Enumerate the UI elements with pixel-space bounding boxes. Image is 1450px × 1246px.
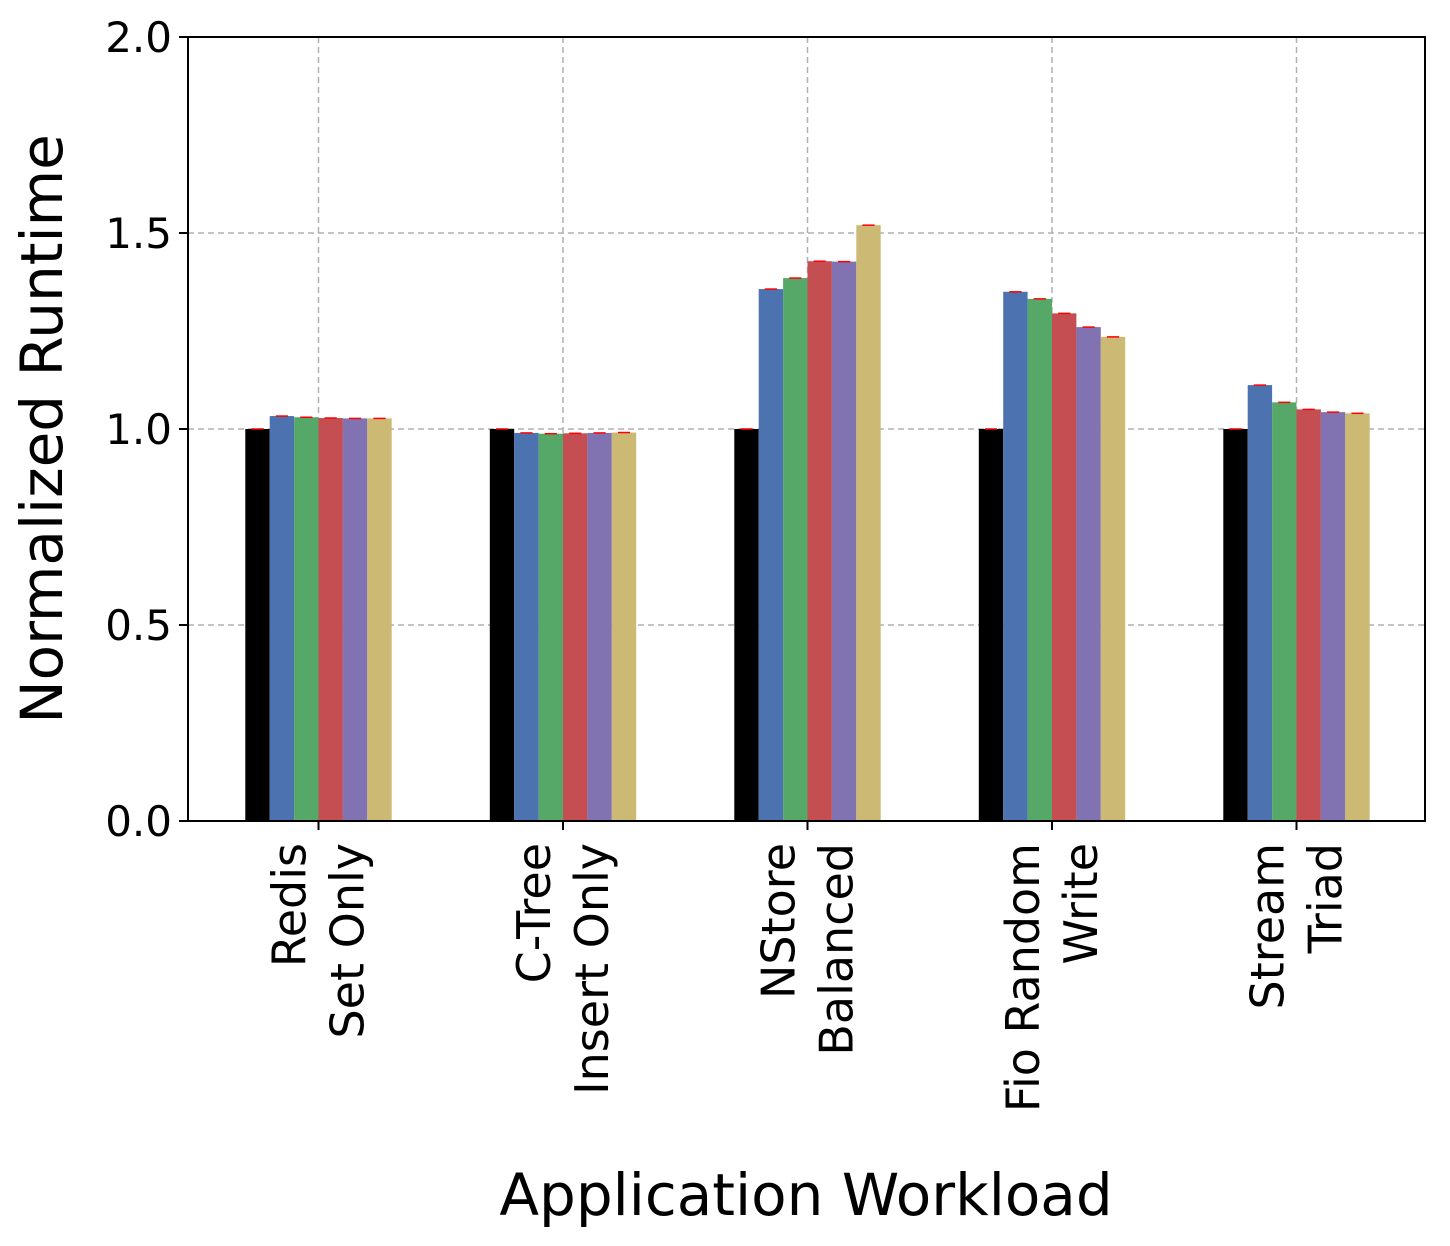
x-tick-label: Triad bbox=[1299, 843, 1353, 954]
bar bbox=[269, 416, 295, 821]
bar bbox=[1100, 336, 1126, 821]
bar bbox=[563, 433, 588, 821]
bar bbox=[1320, 412, 1346, 821]
bar bbox=[1223, 429, 1248, 821]
bar bbox=[489, 429, 515, 821]
axis-ticks: 0.0 0.5 1.0 1.5 2.0 bbox=[105, 13, 1298, 846]
y-axis-label: Normalized Runtime bbox=[8, 134, 76, 724]
x-tick-label: Set Only bbox=[321, 843, 375, 1039]
category-labels: Redis Set Only C-Tree Insert Only NStore Bala… bbox=[263, 843, 1353, 1112]
bar bbox=[1272, 402, 1297, 821]
x-tick-label: C-Tree bbox=[507, 843, 561, 983]
y-tick-label: 1.0 bbox=[105, 405, 172, 454]
bar bbox=[1052, 313, 1077, 821]
x-tick-label: Write bbox=[1054, 843, 1108, 964]
bar bbox=[734, 429, 759, 821]
x-tick-label: NStore bbox=[752, 843, 806, 999]
bar bbox=[342, 418, 368, 821]
bar bbox=[1345, 413, 1370, 821]
bar bbox=[294, 417, 319, 821]
bar bbox=[538, 433, 563, 821]
x-tick-label: Fio Random bbox=[996, 843, 1050, 1112]
x-axis-label: Application Workload bbox=[499, 1161, 1112, 1229]
bar bbox=[807, 261, 832, 821]
bar bbox=[758, 289, 784, 821]
x-tick-label: Balanced bbox=[810, 843, 864, 1056]
bar bbox=[367, 418, 392, 821]
bar bbox=[978, 429, 1004, 821]
bars bbox=[245, 224, 1370, 822]
y-tick-label: 0.5 bbox=[105, 601, 172, 650]
y-tick-label: 0.0 bbox=[105, 797, 172, 846]
bar bbox=[587, 432, 612, 821]
bar bbox=[1003, 291, 1028, 821]
y-tick-label: 1.5 bbox=[105, 209, 172, 258]
bar bbox=[318, 418, 343, 821]
bar bbox=[856, 225, 881, 821]
bar bbox=[1076, 327, 1101, 821]
x-tick-label: Redis bbox=[263, 843, 317, 967]
bar bbox=[514, 432, 539, 821]
bar bbox=[611, 432, 637, 821]
bar bbox=[1027, 298, 1052, 822]
y-tick-label: 2.0 bbox=[105, 13, 172, 62]
bar bbox=[1247, 385, 1273, 821]
bar bbox=[783, 278, 808, 822]
bar bbox=[1296, 409, 1321, 821]
bar bbox=[245, 429, 270, 821]
bar bbox=[831, 261, 857, 822]
x-tick-label: Insert Only bbox=[565, 843, 619, 1095]
x-tick-label: Stream bbox=[1241, 843, 1295, 1009]
